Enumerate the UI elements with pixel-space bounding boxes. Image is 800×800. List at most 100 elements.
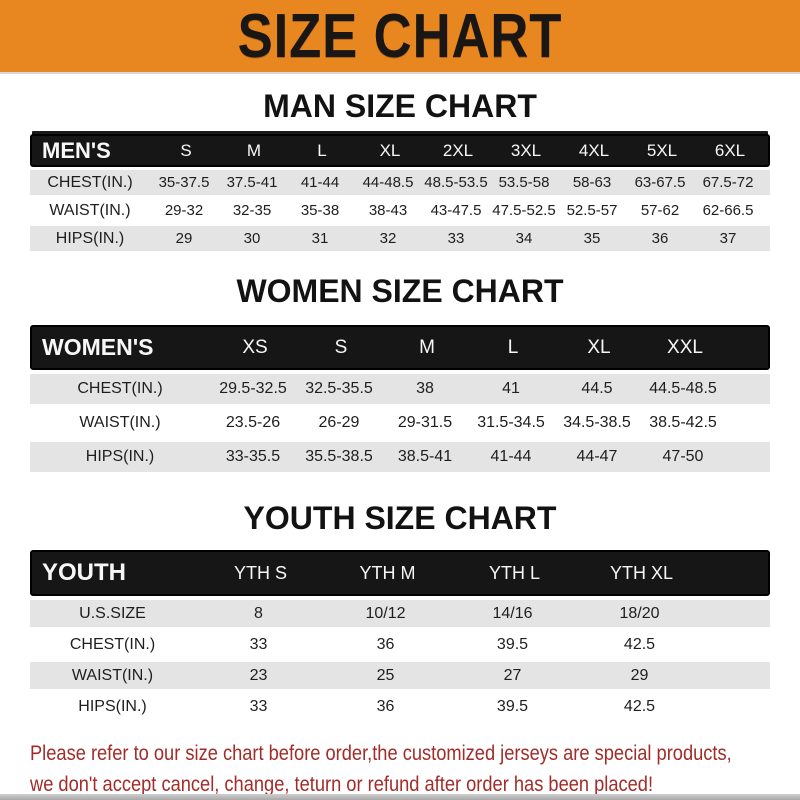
cell-value: 8 xyxy=(254,604,263,622)
cell-value: 53.5-58 xyxy=(498,174,550,191)
cell-value: 31 xyxy=(311,230,329,247)
column-header: M xyxy=(419,336,435,358)
cell-value: 29 xyxy=(630,666,649,684)
cell-value: 29.5-32.5 xyxy=(219,380,287,397)
cell-value: 42.5 xyxy=(623,635,656,653)
cell-value: 39.5 xyxy=(496,697,529,715)
row-label: CHEST(IN.) xyxy=(77,380,163,397)
table-row: CHEST(IN.) 33 36 39.5 42.5 xyxy=(30,631,770,658)
cell-value: 41 xyxy=(502,380,520,397)
column-header: XS xyxy=(242,336,268,358)
cell-value: 25 xyxy=(376,666,395,684)
cell-value: 31.5-34.5 xyxy=(477,414,545,431)
cell-value: 18/20 xyxy=(619,604,660,622)
cell-value: 34 xyxy=(515,230,533,247)
row-label: WAIST(IN.) xyxy=(79,414,161,431)
column-header: YTH M xyxy=(359,562,416,583)
column-header: 5XL xyxy=(646,140,678,160)
row-label: HIPS(IN.) xyxy=(55,229,125,247)
cell-value: 44-48.5 xyxy=(362,174,414,191)
cell-value: 41-44 xyxy=(300,174,340,191)
footer-note-line1: Please refer to our size chart before or… xyxy=(30,742,732,765)
cell-value: 37 xyxy=(719,230,737,247)
row-label: HIPS(IN.) xyxy=(78,697,147,715)
cell-value: 38 xyxy=(416,380,434,397)
cell-value: 32 xyxy=(379,230,397,247)
cell-value: 33 xyxy=(249,697,268,715)
table-header-label: WOMEN'S xyxy=(42,334,154,360)
table-row: CHEST(IN.) 35-37.5 37.5-41 41-44 44-48.5 48.5… xyxy=(30,170,770,195)
column-header: XL xyxy=(587,336,611,358)
column-header: 2XL xyxy=(442,140,474,160)
cell-value: 47.5-52.5 xyxy=(492,202,556,219)
cell-value: 14/16 xyxy=(492,604,533,622)
table-row: WAIST(IN.) 23.5-26 26-29 29-31.5 31.5-34.5 34… xyxy=(30,408,770,438)
cell-value: 58-63 xyxy=(572,174,612,191)
table-header-label: MEN'S xyxy=(42,137,111,163)
cell-value: 47-50 xyxy=(662,448,704,465)
size-table-section: YOUTH SIZE CHART YOUTH YTH S YTH M YTH L YTH … xyxy=(30,500,770,720)
column-header: L xyxy=(317,140,327,160)
row-label: WAIST(IN.) xyxy=(49,201,131,219)
cell-value: 44.5-48.5 xyxy=(649,380,717,397)
table-row: U.S.SIZE 8 10/12 14/16 18/20 xyxy=(30,600,770,627)
banner-title: SIZE CHART xyxy=(237,1,563,71)
column-header: YTH S xyxy=(233,562,287,583)
cell-value: 29 xyxy=(175,230,193,247)
table-header-label: YOUTH xyxy=(42,559,126,586)
table-row: HIPS(IN.) 29 30 31 32 33 34 35 36 37 xyxy=(30,226,770,251)
cell-value: 34.5-38.5 xyxy=(563,414,631,431)
column-header: S xyxy=(180,140,192,160)
row-label: U.S.SIZE xyxy=(79,604,146,622)
cell-value: 41-44 xyxy=(490,448,532,465)
cell-value: 36 xyxy=(651,230,669,247)
section-heading: YOUTH SIZE CHART xyxy=(243,500,557,536)
cell-value: 44.5 xyxy=(581,380,613,397)
cell-value: 10/12 xyxy=(365,604,406,622)
column-header: XXL xyxy=(667,336,703,358)
cell-value: 48.5-53.5 xyxy=(424,174,488,191)
size-table-section: WOMEN SIZE CHART WOMEN'S XS S M L XL XXL CHEST(I… xyxy=(30,273,770,472)
size-chart-banner: SIZE CHART xyxy=(0,0,800,74)
cell-value: 35-37.5 xyxy=(158,174,210,191)
table-header-row: YOUTH YTH S YTH M YTH L YTH XL xyxy=(30,550,770,596)
cell-value: 67.5-72 xyxy=(702,174,754,191)
row-label: CHEST(IN.) xyxy=(69,635,156,653)
cell-value: 33-35.5 xyxy=(225,448,281,465)
cell-value: 36 xyxy=(376,697,395,715)
cell-value: 38-43 xyxy=(368,202,408,219)
cell-value: 44-47 xyxy=(576,448,618,465)
row-label: HIPS(IN.) xyxy=(85,448,155,465)
table-row: WAIST(IN.) 23 25 27 29 xyxy=(30,662,770,689)
table-row: HIPS(IN.) 33-35.5 35.5-38.5 38.5-41 41-44 44-… xyxy=(30,442,770,472)
cell-value: 23.5-26 xyxy=(225,414,281,431)
cell-value: 35-38 xyxy=(300,202,340,219)
cell-value: 33 xyxy=(249,635,268,653)
column-header: S xyxy=(334,336,348,358)
cell-value: 62-66.5 xyxy=(702,202,754,219)
cell-value: 33 xyxy=(447,230,465,247)
cell-value: 32.5-35.5 xyxy=(305,380,373,397)
column-header: L xyxy=(507,336,519,358)
cell-value: 57-62 xyxy=(640,202,680,219)
section-heading: MAN SIZE CHART xyxy=(263,88,537,124)
row-label: WAIST(IN.) xyxy=(71,666,154,684)
cell-value: 32-35 xyxy=(232,202,272,219)
table-row: HIPS(IN.) 33 36 39.5 42.5 xyxy=(30,693,770,720)
cell-value: 37.5-41 xyxy=(226,174,278,191)
cell-value: 27 xyxy=(503,666,522,684)
cell-value: 38.5-42.5 xyxy=(649,414,717,431)
cell-value: 30 xyxy=(243,230,261,247)
table-header-row: WOMEN'S XS S M L XL XXL xyxy=(30,325,770,370)
cell-value: 36 xyxy=(376,635,395,653)
footer-note: Please refer to our size chart before or… xyxy=(30,738,800,800)
table-header-row: MEN'S S M L XL 2XL 3XL 4XL 5XL 6XL xyxy=(30,134,770,167)
column-header: YTH L xyxy=(488,562,540,583)
column-header: M xyxy=(246,140,262,160)
table-row: WAIST(IN.) 29-32 32-35 35-38 38-43 43-47.5 47.… xyxy=(30,198,770,223)
cell-value: 29-31.5 xyxy=(397,414,453,431)
cell-value: 26-29 xyxy=(318,414,360,431)
cell-value: 52.5-57 xyxy=(566,202,618,219)
footer-note-line2: we don't accept cancel, change, teturn o… xyxy=(30,773,654,796)
column-header: YTH XL xyxy=(609,562,674,583)
